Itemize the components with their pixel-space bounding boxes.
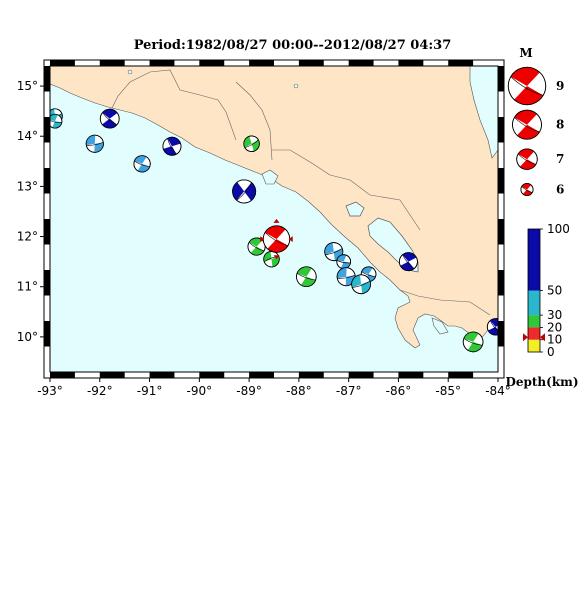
- axis-ticks: -93° -92° -91° -90° -89° -88° -87° -86° -85° -84°…: [17, 79, 511, 398]
- y-tick-label: 10°: [17, 330, 38, 344]
- x-tick-label: -88°: [286, 384, 312, 398]
- land-mass: [50, 66, 498, 349]
- x-tick-label: -87°: [336, 384, 362, 398]
- event-beachball: [296, 266, 317, 287]
- legend-beachball: [516, 148, 538, 170]
- x-tick-label: -89°: [236, 384, 262, 398]
- events-layer: [50, 108, 498, 353]
- event-marker: [273, 255, 280, 260]
- colorbar-tick-label: 100: [547, 222, 570, 236]
- legend-beachball: [520, 183, 534, 196]
- colorbar-tick-label: 10: [547, 333, 562, 347]
- legend-title: M: [519, 46, 532, 60]
- x-tick-label: -90°: [187, 384, 213, 398]
- legend-beachball: [512, 109, 542, 140]
- colorbar-tick-label: 20: [547, 320, 562, 334]
- event-beachball: [243, 135, 260, 152]
- x-tick-label: -91°: [137, 384, 163, 398]
- gulf-of-fonseca: [261, 169, 279, 185]
- event-beachball: [162, 136, 182, 156]
- colorbar-tick-label: 30: [547, 308, 562, 322]
- event-beachball: [351, 274, 371, 295]
- event-beachball: [336, 267, 356, 287]
- event-beachball: [85, 134, 104, 153]
- y-tick-label: 14°: [17, 129, 38, 143]
- event-beachball: [50, 113, 63, 129]
- colorbar-marker-right: [540, 333, 545, 342]
- y-tick-label: 15°: [17, 79, 38, 93]
- legend-label: 7: [556, 152, 564, 166]
- event-beachball: [99, 108, 120, 129]
- border-lines: [111, 69, 491, 316]
- event-marker: [260, 236, 265, 243]
- legend-label: 6: [556, 183, 564, 197]
- gulf-of-nicoya: [431, 317, 449, 335]
- event-beachball: [398, 252, 418, 272]
- colorbar-band: [528, 315, 540, 328]
- x-tick-label: -93°: [37, 384, 63, 398]
- legend-label: 9: [556, 79, 564, 93]
- event-beachball: [263, 250, 280, 268]
- colorbar-tick-label: 50: [547, 284, 562, 298]
- colorbar-band: [528, 290, 540, 316]
- colorbar-band: [528, 327, 540, 340]
- map-title: Period:1982/08/27 00:00--2012/08/27 04:3…: [133, 38, 452, 53]
- event-beachball: [133, 155, 151, 173]
- event-beachball: [232, 179, 257, 204]
- event-beachball: [247, 237, 266, 256]
- x-tick-label: -92°: [87, 384, 113, 398]
- colorbar-label: Depth(km): [505, 375, 578, 389]
- lake-managua: [345, 201, 365, 217]
- legend-beachball: [507, 66, 547, 106]
- map-frame: [43, 59, 505, 379]
- event-beachball: [262, 225, 291, 253]
- magnitude-legend: M 9 8 7 6: [507, 46, 564, 197]
- legend-label: 8: [556, 118, 564, 132]
- colorbar-band: [528, 339, 540, 352]
- x-tick-label: -84°: [485, 384, 511, 398]
- x-tick-label: -86°: [386, 384, 412, 398]
- y-tick-label: 13°: [17, 179, 38, 193]
- colorbar-tick-label: 0: [547, 345, 555, 359]
- y-tick-label: 12°: [17, 230, 38, 244]
- caribbean-water: [469, 66, 498, 159]
- y-tick-label: 11°: [17, 280, 38, 294]
- lake-small-2: [293, 83, 299, 89]
- event-beachball: [462, 331, 484, 353]
- colorbar-band: [528, 229, 540, 291]
- colorbar-marker-left: [523, 333, 528, 342]
- lake-small-1: [127, 69, 133, 75]
- event-marker: [288, 236, 293, 243]
- x-tick-label: -85°: [435, 384, 461, 398]
- event-marker: [273, 218, 280, 223]
- event-beachball: [486, 318, 498, 336]
